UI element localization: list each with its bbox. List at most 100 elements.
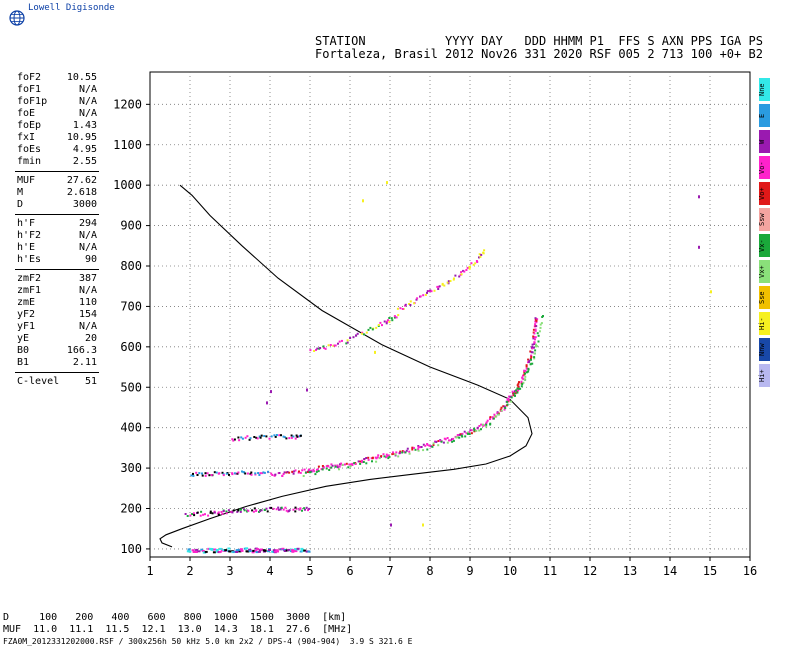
f-trace-extraordinary-point [437,444,440,447]
es-4hop-point [285,437,288,440]
es-2hop-point [301,509,303,512]
f-trace-extraordinary-point [334,465,337,468]
f-multihop-point [388,317,391,319]
f-trace-ordinary-point [371,456,374,459]
es-2hop-point [270,506,273,509]
es-trace-point [248,548,252,551]
es-2hop-point [221,512,224,515]
es-4hop-point [268,437,271,440]
es-trace-point [276,550,279,553]
param-row: B0 166.3 [17,345,97,357]
f-trace-ordinary-point [522,378,525,381]
f-trace-ordinary-point [395,451,398,454]
f-trace-extraordinary-point [523,378,526,381]
f-trace-ordinary-point [516,384,519,387]
f-trace-ordinary-point [291,470,294,473]
f-high-trace-point [476,261,479,263]
f-trace-ordinary-point [458,433,461,436]
es-trace-point [202,551,206,554]
f-multihop-point [341,339,343,342]
param-label: yE [17,333,30,344]
es-3hop-point [201,472,203,475]
es-trace-point [228,550,232,553]
es-3hop-point [204,472,207,475]
f-multihop-point [323,347,326,349]
es-trace-point [224,549,228,552]
f-trace-ordinary-point [507,400,510,403]
param-value: N/A [78,321,97,332]
f-high-trace-point [436,285,439,288]
es-4hop-point [292,435,295,438]
es-trace-point [213,548,217,551]
f-high-trace-point [433,289,436,292]
es-4hop-point [233,438,236,441]
f-trace-extraordinary-point [524,375,527,378]
es-trace-point [245,547,249,550]
es-2hop-point [263,509,266,511]
f-trace-ordinary-point [430,445,432,448]
es-trace-point [303,549,307,552]
f-trace-extraordinary-point [537,340,540,343]
es-3hop-point [201,474,204,477]
f-multihop-point [367,328,370,331]
es-2hop-point [200,510,203,513]
es-4hop-point [280,434,282,437]
param-value: 1.43 [72,120,97,131]
f-multihop-point [309,349,312,352]
f-multihop-point [316,347,319,350]
f-trace-ordinary-point [533,336,536,339]
es-4hop-point [238,439,241,442]
es-trace-point [307,550,311,553]
f-trace-extraordinary-point [534,349,537,352]
f-trace-ordinary-point [463,430,466,433]
f-trace-ordinary-point [288,471,291,474]
f-trace-ordinary-point [435,441,438,443]
es-2hop-point [222,510,225,513]
f-trace-extraordinary-point [510,400,513,403]
param-label: zmE [17,297,36,308]
f-trace-ordinary-point [521,376,524,379]
f-trace-ordinary-point [392,452,395,455]
f-high-trace-point [478,256,480,259]
f-trace-ordinary-point [321,465,324,467]
f-trace-ordinary-point [480,423,483,426]
es-3hop-point [195,471,198,474]
es-2hop-point [284,506,287,509]
f-high-trace-point [465,269,468,271]
f-trace-ordinary-point [405,449,408,452]
f-trace-ordinary-point [514,392,517,395]
es-trace-point [275,549,279,552]
f-high-trace-point [437,285,440,288]
f-trace-ordinary-point [361,459,363,462]
f-trace-ordinary-point [535,321,538,324]
f-trace-ordinary-point [336,464,339,467]
es-4hop-point [240,436,243,439]
legend-label: Nnw [758,343,766,356]
f-multihop-point [355,334,357,337]
es-3hop-point [190,474,193,477]
f-trace-extraordinary-point [417,449,420,452]
es-trace-point [195,548,199,551]
es-4hop-point [249,437,252,440]
es-trace-point [187,548,191,551]
es-trace-point [248,550,252,553]
es-3hop-point [208,474,211,477]
f-trace-ordinary-point [417,448,420,451]
es-2hop-point [184,513,187,515]
f-trace-extraordinary-point [404,451,407,454]
f-trace-extraordinary-point [524,372,526,375]
f-trace-ordinary-point [534,336,537,339]
f-multihop-point [377,324,380,326]
f-trace-ordinary-point [419,446,422,449]
f-trace-ordinary-point [380,455,383,458]
es-trace-point [287,548,291,551]
f-trace-extraordinary-point [497,413,500,416]
param-value: N/A [78,285,97,296]
f-trace-ordinary-point [312,468,315,471]
f-trace-ordinary-point [528,359,531,362]
x-tick-label: 6 [346,564,353,578]
f-trace-extraordinary-point [383,455,386,458]
f-multihop-point [327,344,330,347]
f-trace-ordinary-point [345,462,348,465]
es-2hop-point [204,513,206,516]
